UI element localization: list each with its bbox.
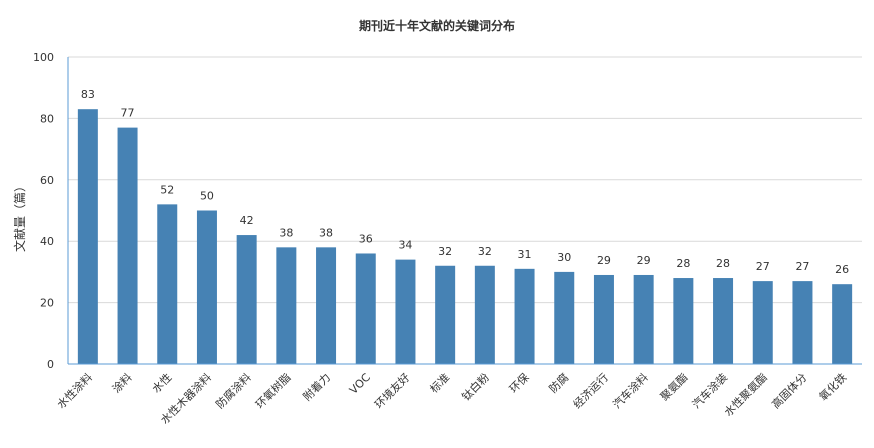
data-label: 32 — [438, 245, 452, 258]
bar — [236, 235, 257, 364]
data-label: 30 — [557, 251, 571, 264]
data-label: 42 — [240, 214, 254, 227]
x-tick-label: 涂料 — [109, 370, 134, 395]
data-label: 29 — [637, 254, 651, 267]
x-tick-label: 附着力 — [300, 370, 333, 403]
y-tick-label: 0 — [47, 358, 54, 371]
x-tick-label: VOC — [347, 371, 373, 397]
bar — [593, 274, 614, 364]
x-tick-label: 水性 — [149, 370, 174, 395]
data-label: 50 — [200, 190, 214, 203]
x-tick-label: 汽车涂装 — [689, 370, 730, 411]
bar — [316, 247, 337, 364]
bar — [77, 109, 98, 364]
data-label: 38 — [279, 226, 293, 239]
data-label: 52 — [160, 183, 174, 196]
x-tick-label: 环保 — [506, 370, 531, 395]
bar — [435, 265, 456, 364]
y-tick-label: 80 — [40, 112, 54, 125]
x-tick-label: 水性涂料 — [54, 370, 95, 411]
bar — [395, 259, 416, 364]
data-label: 27 — [795, 260, 809, 273]
y-axis-label: 文献量（篇） — [12, 180, 27, 252]
data-label: 32 — [478, 245, 492, 258]
data-label: 38 — [319, 226, 333, 239]
x-tick-label: 环境友好 — [372, 370, 413, 411]
y-tick-label: 100 — [33, 51, 54, 64]
x-tick-label: 高固体分 — [769, 370, 810, 411]
bar — [713, 278, 734, 364]
x-tick-label: 防腐涂料 — [213, 370, 254, 411]
bar — [792, 281, 813, 364]
y-tick-label: 20 — [40, 297, 54, 310]
x-tick-label: 标准 — [427, 370, 452, 395]
x-tick-label: 汽车涂料 — [610, 370, 651, 411]
data-label: 36 — [359, 232, 373, 245]
bar — [752, 281, 773, 364]
bar — [474, 265, 495, 364]
data-label: 31 — [518, 248, 532, 261]
x-tick-label: 防腐 — [546, 370, 571, 395]
data-label: 77 — [121, 107, 135, 120]
x-axis-labels: 水性涂料 涂料 水性水性木器涂料 防腐涂料 环氧树脂 附着力 VOC 环境友好 标准 钛白粉 环保防… — [54, 370, 849, 427]
bar — [276, 247, 297, 364]
bar — [832, 284, 853, 364]
bar — [673, 278, 694, 364]
bar — [514, 268, 535, 364]
data-label: 34 — [398, 239, 412, 252]
data-label: 83 — [81, 88, 95, 101]
bar — [117, 127, 138, 364]
y-tick-label: 60 — [40, 174, 54, 187]
chart-title: 期刊近十年文献的关键词分布 — [359, 18, 515, 33]
x-tick-label: 氧化铁 — [816, 370, 849, 403]
data-label: 27 — [756, 260, 770, 273]
bar — [157, 204, 178, 364]
x-tick-label: 水性聚氨酯 — [721, 370, 770, 419]
bar — [554, 271, 575, 364]
x-tick-label: 经济运行 — [570, 370, 611, 411]
bar — [633, 274, 654, 364]
y-tick-label: 40 — [40, 235, 54, 248]
x-tick-label: 钛白粉 — [459, 370, 492, 403]
data-label: 26 — [835, 263, 849, 276]
y-axis-ticks: 0 20 40 60 80 100 — [33, 51, 54, 371]
x-tick-label: 环氧树脂 — [252, 370, 293, 411]
bars — [77, 109, 853, 364]
x-tick-label: 聚氨酯 — [658, 371, 691, 404]
data-labels: 83 77 52 50 42 38 38 36 34 32 32 31 30 29 29 28 28 27 27 26 — [81, 88, 849, 276]
bar — [196, 210, 217, 364]
data-label: 29 — [597, 254, 611, 267]
data-label: 28 — [676, 257, 690, 270]
data-label: 28 — [716, 257, 730, 270]
bar — [355, 253, 376, 364]
gridlines — [68, 56, 862, 304]
